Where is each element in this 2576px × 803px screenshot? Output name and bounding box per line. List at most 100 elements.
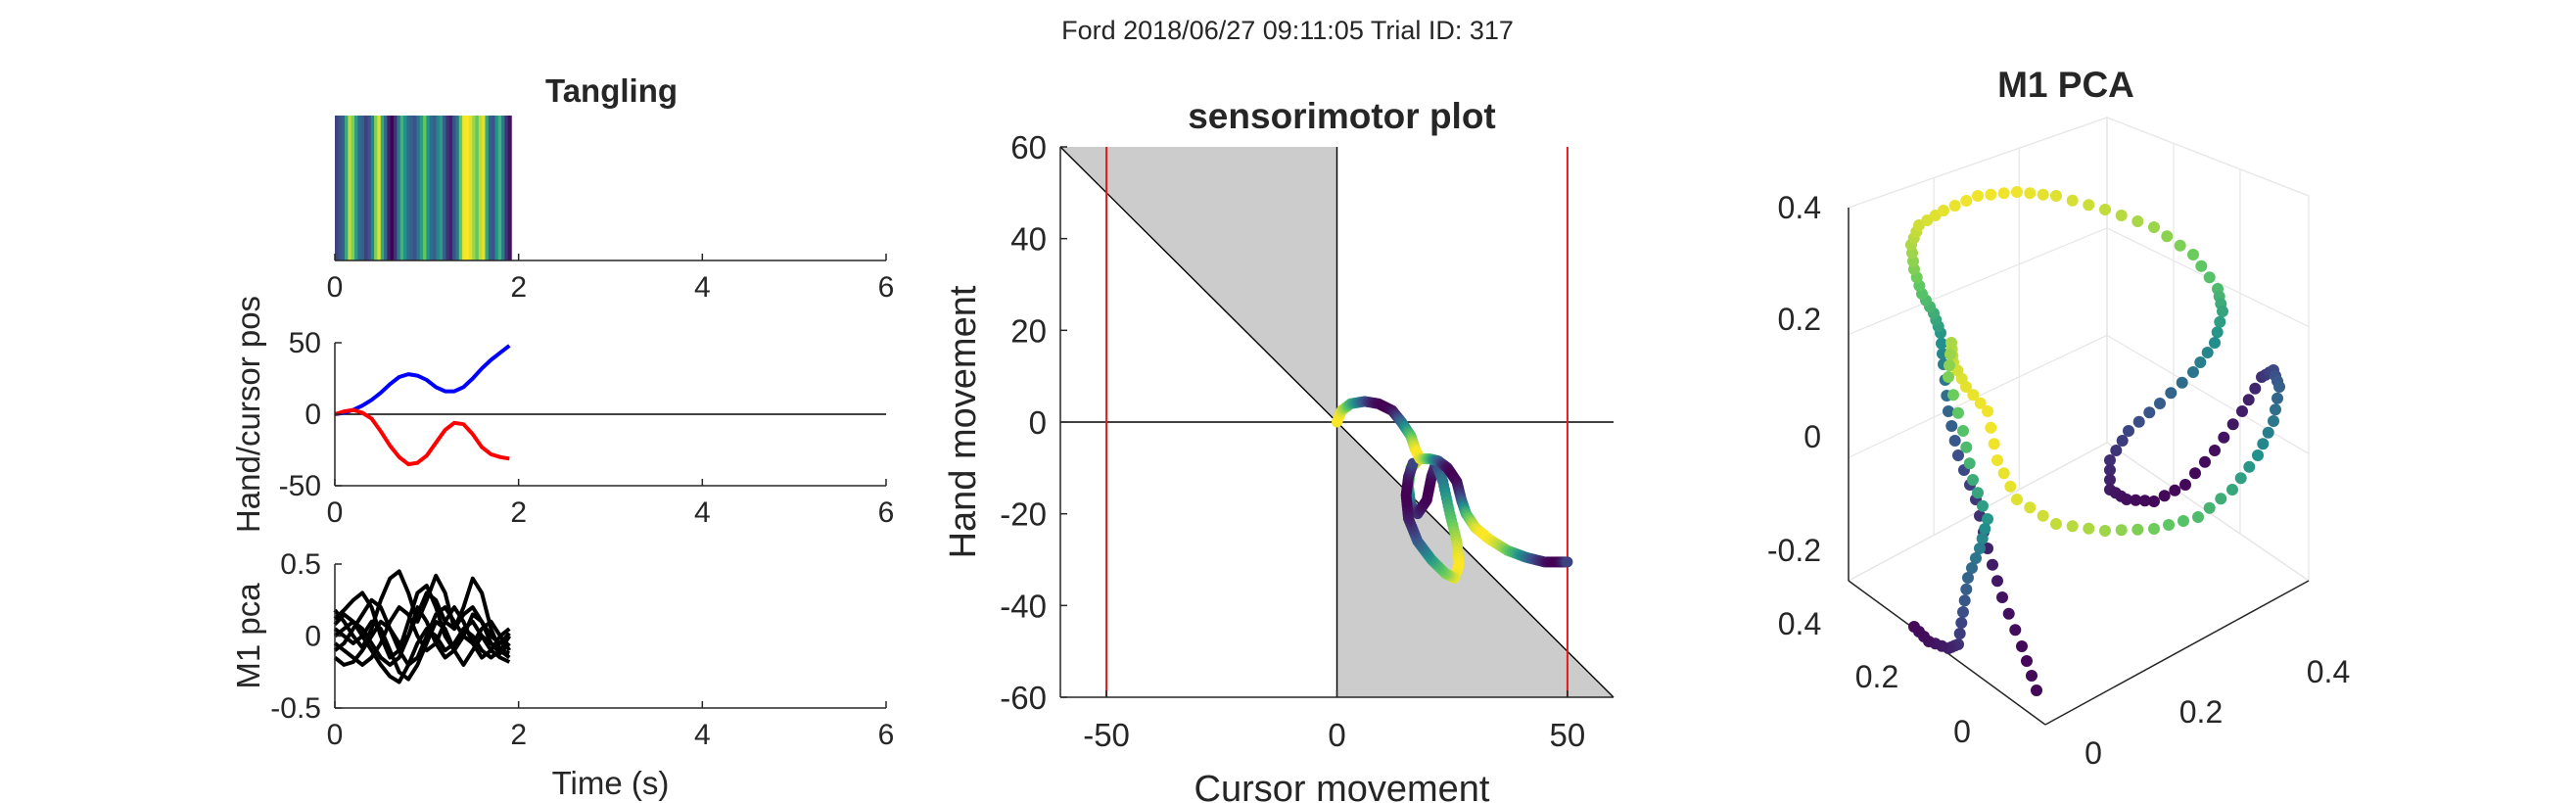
pca-point [1945,337,1957,349]
pca-point [1908,621,1920,633]
pca-point [1974,543,1986,554]
pca-point [2131,215,2144,227]
pca-point [1996,591,2008,603]
m1-pca-3d-panel: 0.4 0.2 0 -0.2 0 0.2 0.4 0.4 0.2 0 M1 PCA [1767,65,2350,771]
pca-point [1974,397,1987,409]
heatmap-cell [409,116,414,260]
heatmap-cell [462,116,467,260]
heatmap-cell [390,116,395,260]
tangling-panel: 0 2 4 6 Tangling [327,72,895,304]
x-tick-label: 6 [878,719,895,751]
heatmap-cell [403,116,407,260]
heatmap-cell [478,116,483,260]
series-line [334,407,510,467]
heatmap-cell [377,116,382,260]
pca-point [2176,376,2188,389]
pca-point [1967,474,1979,486]
pca-point [1936,337,1947,350]
y-axis-label: Hand movement [943,285,984,558]
pca-point [1957,425,1969,437]
heatmap-cell [475,116,480,260]
pca-point [2021,655,2033,667]
pca-point [1997,187,2010,200]
pca-point [1985,188,1997,201]
series-line [333,612,511,685]
x-axis-label: Time (s) [552,765,670,801]
pca-point [2037,509,2049,522]
pca-point [2211,326,2224,339]
heatmap-cell [458,116,463,260]
pca-point [1979,523,1991,535]
pca-point [2249,382,2262,395]
y-tick-label: -50 [279,470,321,502]
pca-point [1987,558,1998,571]
pca-point [2226,418,2239,431]
heatmap-cell [384,116,388,260]
pca-point [1972,487,1984,499]
heatmap-cell [380,116,385,260]
heatmap-cell [394,116,398,260]
heatmap-cell [426,116,431,260]
pca-point [2273,381,2285,393]
pca-point [1944,359,1955,372]
pca-point [1963,457,1976,470]
heatmap-cell [488,116,492,260]
heatmap-cell [374,116,378,260]
y-tick-label: 60 [1010,129,1047,165]
heatmap-cell [485,116,490,260]
trajectory-point [1562,556,1573,568]
y-tick-label: 0.2 [1855,659,1898,694]
panel-title: M1 PCA [1997,65,2134,105]
panel-title: sensorimotor plot [1188,96,1496,136]
figure-title: Ford 2018/06/27 09:11:05 Trial ID: 317 [1061,16,1514,45]
x-tick-label: 50 [1550,717,1586,753]
pca-point [1953,628,1966,639]
pca-point [2234,472,2247,485]
pca-point [2104,474,2116,486]
pca-point [1962,572,1974,584]
pca-point [2187,366,2199,378]
pca-point [2187,249,2199,260]
pca-point [1982,405,1993,417]
pca-point [2169,484,2181,496]
y-tick-label: 0.4 [1778,606,1821,641]
heatmap-cell [357,116,362,260]
pca-point [2011,186,2023,198]
pca-point [2115,210,2128,221]
pca-point [2243,460,2256,473]
x-tick-label: 0 [327,271,344,304]
pca-point [1948,200,1961,212]
pca-point [2002,607,2015,620]
pca-point [2083,199,2095,212]
pca-point [1967,389,1980,402]
pca-point [2138,495,2151,507]
pca-point [2123,425,2134,437]
pca-point [1952,449,1964,461]
pca-point [2226,484,2238,496]
y-tick-label: 0 [1029,404,1047,441]
x-tick-label: 2 [510,271,527,304]
heatmap-cell [504,116,509,260]
y-tick-label: 20 [1010,312,1047,349]
x-tick-label: 0 [1328,717,1345,753]
pca-point [1966,562,1978,574]
heatmap-cell [501,116,506,260]
pca-point [2215,493,2227,505]
grid-line [2106,334,2310,454]
pca-point [1943,371,1954,383]
series-line [334,344,511,416]
heatmap-cell [494,116,499,260]
pca-point [2236,405,2248,417]
x-tick-label: 0.4 [2307,654,2350,689]
x-axis [2044,580,2310,726]
y-tick-label: 0 [1953,714,1971,749]
pca-point [2174,239,2186,252]
pca-point [1957,606,1969,618]
y-tick-label: 0 [304,399,321,431]
heatmap-cell [399,116,404,260]
pca-point [1960,583,1973,595]
pca-point [2201,347,2214,358]
x-tick-label: 0 [327,719,344,751]
pca-point [2131,523,2144,536]
pca-point [1972,190,1984,202]
